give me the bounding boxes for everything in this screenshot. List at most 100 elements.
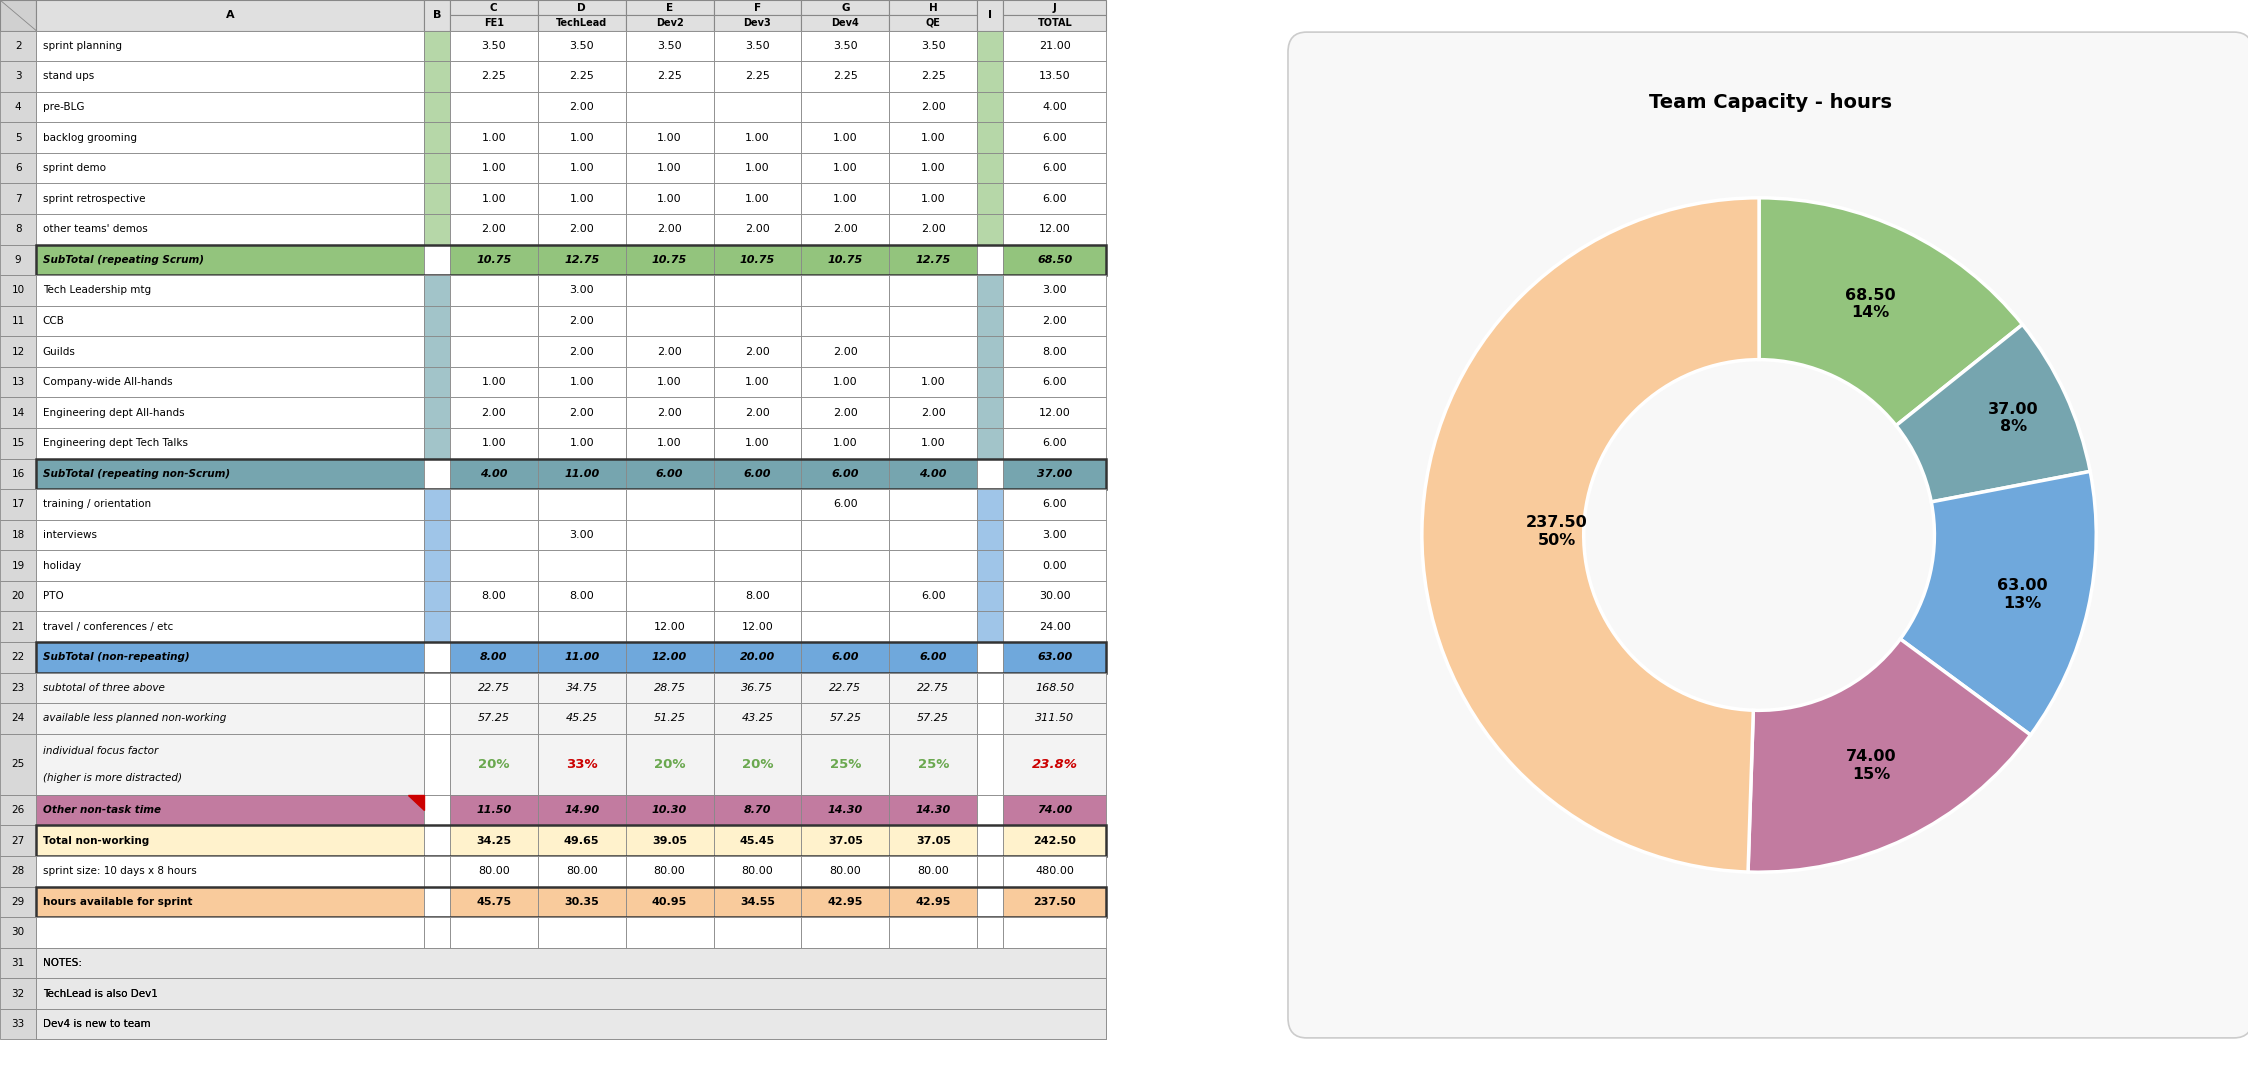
Bar xyxy=(1003,795,1106,825)
Text: 12.00: 12.00 xyxy=(652,653,688,662)
Bar xyxy=(36,642,425,673)
Bar xyxy=(1003,459,1106,489)
Bar xyxy=(0,550,36,581)
Text: 1.00: 1.00 xyxy=(656,439,681,448)
Text: 24: 24 xyxy=(11,714,25,723)
Text: FE1: FE1 xyxy=(483,18,504,28)
Wedge shape xyxy=(1900,472,2095,735)
Bar xyxy=(800,153,890,183)
Bar xyxy=(537,153,625,183)
Bar xyxy=(890,306,978,336)
Text: 34.75: 34.75 xyxy=(566,683,598,693)
Text: 2.00: 2.00 xyxy=(744,408,769,417)
Bar xyxy=(713,703,803,734)
Text: subtotal of three above: subtotal of three above xyxy=(43,683,164,693)
Text: 25%: 25% xyxy=(917,758,949,770)
Bar xyxy=(978,92,1003,122)
Bar xyxy=(425,1009,450,1039)
Bar xyxy=(1003,917,1106,948)
Bar xyxy=(537,1009,625,1039)
Text: 2.25: 2.25 xyxy=(569,72,593,81)
Text: 1.00: 1.00 xyxy=(834,439,859,448)
Bar xyxy=(537,31,625,61)
Bar xyxy=(713,948,803,978)
Bar xyxy=(1003,734,1106,795)
Text: 2.00: 2.00 xyxy=(569,408,593,417)
Bar xyxy=(36,887,425,917)
Text: C: C xyxy=(490,2,497,13)
Text: 14.30: 14.30 xyxy=(915,805,951,815)
Bar xyxy=(890,0,978,15)
Text: B: B xyxy=(432,11,441,20)
Text: TechLead is also Dev1: TechLead is also Dev1 xyxy=(43,989,157,998)
Text: 9: 9 xyxy=(16,255,22,265)
Text: 2.00: 2.00 xyxy=(922,408,946,417)
Bar xyxy=(537,581,625,611)
Bar xyxy=(425,92,450,122)
Bar xyxy=(800,61,890,92)
Text: 311.50: 311.50 xyxy=(1034,714,1075,723)
Bar xyxy=(713,367,803,397)
Text: 15: 15 xyxy=(11,439,25,448)
Text: 5: 5 xyxy=(16,133,22,142)
Text: 30: 30 xyxy=(11,928,25,937)
Text: 34.55: 34.55 xyxy=(740,897,776,907)
Bar xyxy=(36,489,425,520)
Bar xyxy=(425,61,450,92)
Text: 1.00: 1.00 xyxy=(481,133,506,142)
Bar xyxy=(1003,978,1106,1009)
Bar xyxy=(0,978,36,1009)
Text: backlog grooming: backlog grooming xyxy=(43,133,137,142)
Text: 3.50: 3.50 xyxy=(834,41,859,51)
Text: 14: 14 xyxy=(11,408,25,417)
Bar xyxy=(36,153,425,183)
Bar xyxy=(625,550,713,581)
Bar xyxy=(450,948,537,978)
Bar xyxy=(800,856,890,887)
Bar xyxy=(713,520,803,550)
Text: 8.00: 8.00 xyxy=(744,591,769,601)
Text: 7: 7 xyxy=(16,194,22,203)
Bar xyxy=(425,306,450,336)
Text: 20%: 20% xyxy=(742,758,773,770)
Text: QE: QE xyxy=(926,18,940,28)
Bar xyxy=(36,978,425,1009)
Text: 4.00: 4.00 xyxy=(481,469,508,479)
Wedge shape xyxy=(1749,639,2030,872)
Bar xyxy=(0,367,36,397)
Bar xyxy=(713,31,803,61)
Bar xyxy=(450,978,537,1009)
Text: 22.75: 22.75 xyxy=(830,683,861,693)
Text: 45.45: 45.45 xyxy=(740,836,776,845)
Bar xyxy=(890,122,978,153)
Bar xyxy=(0,887,36,917)
Bar xyxy=(625,214,713,245)
Text: 49.65: 49.65 xyxy=(564,836,600,845)
Text: 8: 8 xyxy=(16,225,22,234)
Text: 80.00: 80.00 xyxy=(742,867,773,876)
Bar xyxy=(36,306,425,336)
Text: 1.00: 1.00 xyxy=(922,133,946,142)
Bar xyxy=(890,183,978,214)
Text: Total non-working: Total non-working xyxy=(43,836,148,845)
Bar xyxy=(890,214,978,245)
Text: F: F xyxy=(753,2,762,13)
Text: 8.00: 8.00 xyxy=(569,591,593,601)
Text: 36.75: 36.75 xyxy=(742,683,773,693)
Bar xyxy=(36,1009,425,1039)
Bar xyxy=(450,367,537,397)
Bar xyxy=(890,92,978,122)
Bar xyxy=(890,734,978,795)
Bar xyxy=(425,183,450,214)
Bar xyxy=(36,245,425,275)
Text: 40.95: 40.95 xyxy=(652,897,688,907)
Text: 6.00: 6.00 xyxy=(656,469,683,479)
Bar xyxy=(978,122,1003,153)
Bar xyxy=(978,948,1003,978)
Bar xyxy=(800,183,890,214)
Bar xyxy=(978,336,1003,367)
Bar xyxy=(1003,887,1106,917)
Bar xyxy=(800,489,890,520)
Text: Team Capacity - hours: Team Capacity - hours xyxy=(1648,93,1893,112)
Bar xyxy=(1003,825,1106,856)
